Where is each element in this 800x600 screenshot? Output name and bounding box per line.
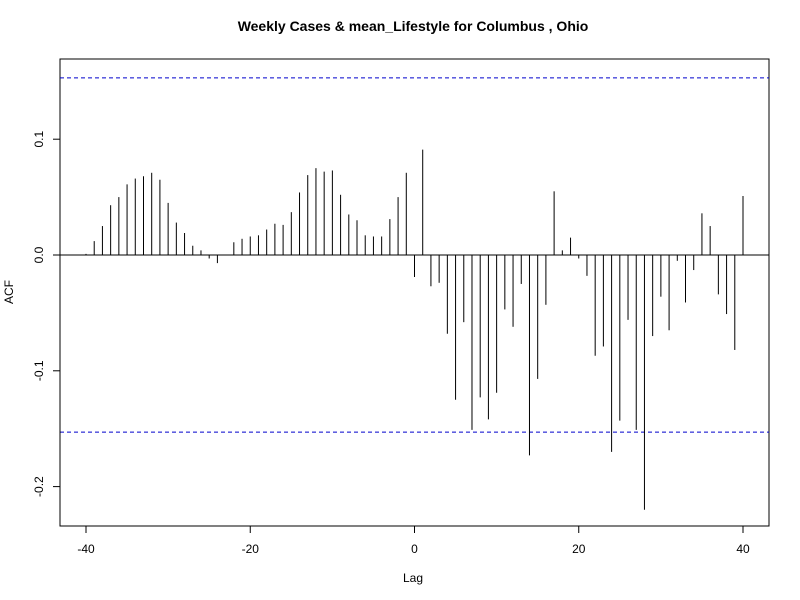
x-axis-label: Lag xyxy=(403,571,423,585)
y-tick-label: 0.0 xyxy=(32,246,46,263)
x-tick-label: -20 xyxy=(242,542,260,556)
x-tick-label: 20 xyxy=(572,542,586,556)
plot-area xyxy=(60,77,769,510)
plot-frame xyxy=(59,58,770,527)
y-tick-label: 0.1 xyxy=(32,131,46,148)
x-axis: -40 -20 0 20 40 xyxy=(77,525,750,556)
y-axis: -0.2 -0.1 0.0 0.1 xyxy=(32,131,61,497)
y-tick-label: -0.2 xyxy=(32,476,46,497)
x-tick-label: 40 xyxy=(736,542,750,556)
chart-title: Weekly Cases & mean_Lifestyle for Columb… xyxy=(238,18,589,34)
x-tick-label: 0 xyxy=(411,542,418,556)
y-tick-label: -0.1 xyxy=(32,360,46,381)
y-axis-label: ACF xyxy=(2,280,16,304)
x-tick-label: -40 xyxy=(77,542,95,556)
